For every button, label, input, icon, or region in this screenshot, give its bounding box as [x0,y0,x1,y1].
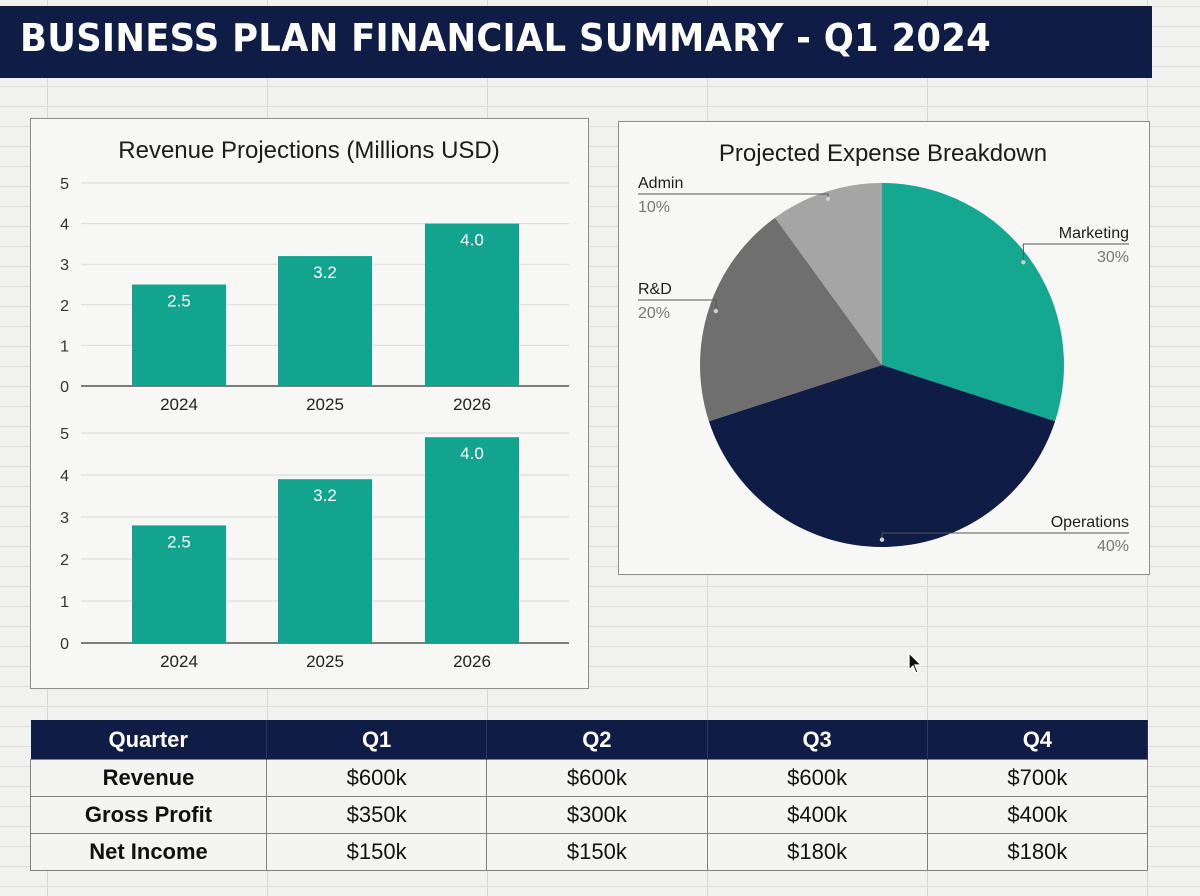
table-cell[interactable]: $600k [486,759,708,797]
revenue-charts: Revenue Projections (Millions USD) 0 1 2 3 4 5… [60,137,569,671]
data-label: 2.5 [167,292,191,311]
leader-line [638,299,717,312]
slice-percent: 40% [1097,538,1129,555]
x-tick-label: 2026 [453,395,491,414]
pie-slice [708,365,1056,547]
x-tick-label: 2025 [306,395,344,414]
table-cell[interactable]: $180k [926,833,1149,871]
chart-title: Revenue Projections (Millions USD) [118,137,499,164]
table-row: Revenue $600k $600k $600k $700k [30,759,1149,797]
table-row: Net Income $150k $150k $180k $180k [30,833,1149,871]
bar [132,525,226,643]
table-cell[interactable]: $400k [706,796,928,834]
slice-label: Marketing [1059,225,1129,242]
mouse-cursor-icon [908,652,923,674]
slice-percent: 30% [1097,249,1129,266]
y-tick-label: 5 [60,176,69,193]
expense-pie-chart: Projected Expense Breakdown Marketing 30% O… [638,140,1129,555]
y-tick-label: 0 [60,379,69,396]
page-title: BUSINESS PLAN FINANCIAL SUMMARY - Q1 202… [20,16,991,60]
data-label: 4.0 [460,444,484,463]
pie-slice [882,183,1064,422]
data-label: 2.5 [167,532,191,551]
column-header: Q2 [486,720,708,760]
table-cell[interactable]: $700k [926,759,1149,797]
column-header: Q3 [707,720,928,760]
chart-title: Projected Expense Breakdown [719,140,1047,167]
bar [132,284,226,386]
y-tick-label: 1 [60,594,69,611]
pie-slice [700,217,882,422]
row-label[interactable]: Gross Profit [30,796,267,834]
x-tick-label: 2024 [160,652,198,671]
column-header: Q1 [266,720,488,760]
slice-percent: 20% [638,305,670,322]
y-tick-label: 3 [60,510,69,527]
title-bar: BUSINESS PLAN FINANCIAL SUMMARY - Q1 202… [0,6,1152,78]
y-tick-label: 5 [60,426,69,443]
slice-label: Operations [1051,514,1129,531]
leader-dot [879,537,885,542]
pie-slice [775,183,882,365]
y-tick-label: 4 [60,468,69,485]
y-tick-label: 0 [60,636,69,653]
row-label[interactable]: Revenue [30,759,267,797]
y-tick-label: 3 [60,257,69,274]
table-row: Gross Profit $350k $300k $400k $400k [30,796,1149,834]
financial-table: Quarter Q1 Q2 Q3 Q4 Revenue $600k $600k … [30,720,1149,871]
data-label: 4.0 [460,231,484,250]
x-tick-label: 2026 [453,652,491,671]
data-label: 3.2 [313,486,337,505]
y-tick-label: 1 [60,338,69,355]
x-tick-label: 2024 [160,395,198,414]
table-cell[interactable]: $350k [265,796,488,834]
y-tick-label: 4 [60,217,69,234]
bar [278,479,372,643]
column-header: Q4 [927,720,1149,760]
slice-label: R&D [638,281,672,298]
leader-dot [713,308,719,314]
leader-dot [825,196,831,202]
table-header-row: Quarter Q1 Q2 Q3 Q4 [30,720,1149,760]
slice-percent: 10% [638,199,670,216]
bar [425,223,519,386]
expense-chart-panel[interactable]: Projected Expense Breakdown Marketing 30% O… [618,121,1150,575]
data-label: 3.2 [313,263,337,282]
y-tick-label: 2 [60,298,69,315]
table-cell[interactable]: $180k [706,833,928,871]
table-cell[interactable]: $300k [486,796,708,834]
leader-line [881,532,1129,540]
row-label[interactable]: Net Income [30,833,267,871]
table-cell[interactable]: $600k [706,759,928,797]
column-header: Quarter [30,720,267,760]
bar [425,437,519,643]
table-cell[interactable]: $150k [265,833,488,871]
leader-line [1022,243,1129,263]
table-cell[interactable]: $400k [926,796,1149,834]
table-cell[interactable]: $600k [265,759,488,797]
leader-dot [1021,260,1026,265]
bar [278,256,372,386]
revenue-chart-panel[interactable]: Revenue Projections (Millions USD) 0 1 2 3 4 5… [30,118,589,689]
table-cell[interactable]: $150k [486,833,708,871]
slice-label: Admin [638,175,683,192]
y-tick-label: 2 [60,552,69,569]
x-tick-label: 2025 [306,652,344,671]
